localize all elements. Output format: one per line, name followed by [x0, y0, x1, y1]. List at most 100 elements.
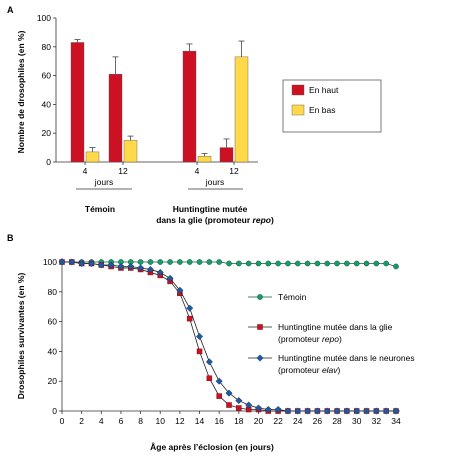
data-point — [344, 260, 350, 267]
data-point — [343, 407, 351, 415]
data-point — [196, 259, 203, 265]
data-point — [333, 407, 341, 415]
data-point — [353, 407, 361, 415]
panel-a-group-label: dans la glie (promoteur repo) — [156, 215, 274, 225]
panel-b-x-tick-label: 14 — [195, 416, 205, 426]
data-point — [235, 397, 243, 405]
panel-a-y-tick-label: 60 — [42, 71, 52, 81]
legend-label: En haut — [309, 85, 339, 95]
panel-b-x-tick-label: 0 — [60, 416, 65, 426]
data-point — [274, 405, 282, 414]
panel-a-x-tick-label: 4 — [83, 166, 88, 176]
panel-b-x-tick-label: 30 — [352, 416, 362, 426]
panel-b-x-tick-label: 16 — [214, 416, 224, 426]
bar-en-haut — [70, 42, 85, 163]
panel-b-x-tick-label: 2 — [79, 416, 84, 426]
bar-en-bas — [197, 156, 212, 163]
legend-label: (promoteur repo) — [278, 334, 342, 344]
panel-b-x-tick-label: 8 — [138, 416, 143, 426]
bar-en-bas — [85, 151, 100, 163]
panel-b-y-tick-label: 60 — [48, 317, 58, 327]
bar-en-haut — [219, 147, 234, 163]
data-point — [323, 407, 331, 415]
panel-a-x-tick-label: 12 — [229, 166, 239, 176]
panel-a-y-tick-label: 80 — [42, 42, 52, 52]
data-point — [97, 261, 105, 269]
data-point — [264, 405, 272, 414]
data-point — [186, 259, 193, 265]
data-point — [275, 260, 281, 267]
legend-label: Huntingtine mutée dans le neurones — [278, 353, 415, 363]
legend-label: En bas — [309, 105, 335, 115]
panel-b-x-tick-label: 4 — [99, 416, 104, 426]
panel-b-y-tick-label: 80 — [48, 287, 58, 297]
panel-b-x-tick-label: 32 — [372, 416, 382, 426]
data-point — [363, 260, 370, 267]
panel-b-x-tick-label: 10 — [156, 416, 166, 426]
data-point — [254, 404, 263, 412]
panel-b-x-tick-label: 18 — [234, 416, 244, 426]
data-point — [156, 268, 164, 276]
panel-b-x-tick-label: 26 — [313, 416, 323, 426]
panel-a-bar-chart: A Nombre de drosophiles (en %) 0 20 40 60 80… — [7, 5, 382, 225]
legend-swatch — [291, 84, 305, 96]
data-point — [205, 358, 213, 366]
data-point — [137, 259, 144, 265]
panel-a-x-labels: 4 12 4 12 jours jours Témoin Huntingtine mutéed… — [76, 162, 274, 225]
panel-a-x-tick-label: 4 — [195, 166, 200, 176]
data-point — [294, 407, 302, 415]
data-point — [236, 405, 242, 411]
panel-b-x-tick-label: 22 — [273, 416, 283, 426]
panel-b-x-tick-label: 20 — [254, 416, 264, 426]
panel-b-legend: Témoin Huntingtine mutée dans la glie (pro… — [248, 292, 415, 375]
panel-a-y-axis: 0 20 40 60 80 100 — [37, 13, 258, 167]
data-point — [167, 259, 173, 265]
data-point — [382, 407, 390, 415]
panel-a-y-tick-label: 20 — [42, 128, 52, 138]
panel-a-group-label: Huntingtine mutée — [173, 204, 248, 214]
data-point — [334, 260, 340, 267]
data-point — [176, 286, 184, 294]
panel-a-y-axis-title: Nombre de drosophiles (en %) — [16, 30, 26, 153]
legend-swatch — [291, 104, 305, 116]
data-point — [206, 375, 213, 381]
bar-en-haut — [108, 73, 123, 163]
data-point — [107, 261, 115, 269]
data-point — [294, 260, 301, 267]
data-point — [393, 263, 399, 270]
panel-a-y-tick-label: 40 — [42, 99, 52, 109]
data-point — [383, 260, 390, 267]
data-point — [265, 260, 272, 267]
data-point — [186, 304, 194, 312]
data-point — [304, 260, 311, 267]
panel-b-series — [58, 258, 400, 415]
panel-b-y-tick-label: 100 — [43, 257, 57, 267]
series-line — [62, 261, 396, 412]
data-point — [362, 407, 371, 415]
panel-b-letter: B — [7, 233, 14, 243]
bar-en-bas — [234, 56, 249, 163]
data-point — [284, 407, 292, 415]
data-point — [285, 260, 291, 267]
panel-a-days-label: jours — [205, 177, 224, 187]
data-point — [226, 260, 232, 267]
data-point — [127, 262, 135, 271]
data-point — [216, 393, 222, 399]
panel-b-x-tick-label: 28 — [332, 416, 342, 426]
panel-a-y-tick-label: 0 — [46, 157, 51, 167]
bar-en-haut — [182, 50, 197, 163]
panel-a-legend: En haut En bas — [282, 79, 382, 133]
legend-label: Témoin — [278, 292, 307, 302]
legend-label: (promoteur elav) — [278, 365, 341, 375]
data-point — [235, 260, 242, 267]
panel-b-x-tick-label: 6 — [119, 416, 124, 426]
panel-b-y-tick-label: 40 — [48, 346, 58, 356]
data-point — [257, 294, 263, 300]
panel-a-bars — [70, 39, 249, 163]
panel-b-y-axis-title: Drosophiles survivantes (en %) — [16, 273, 26, 400]
data-point — [245, 260, 252, 267]
panel-a-x-tick-label: 12 — [118, 166, 128, 176]
data-point — [58, 258, 66, 266]
